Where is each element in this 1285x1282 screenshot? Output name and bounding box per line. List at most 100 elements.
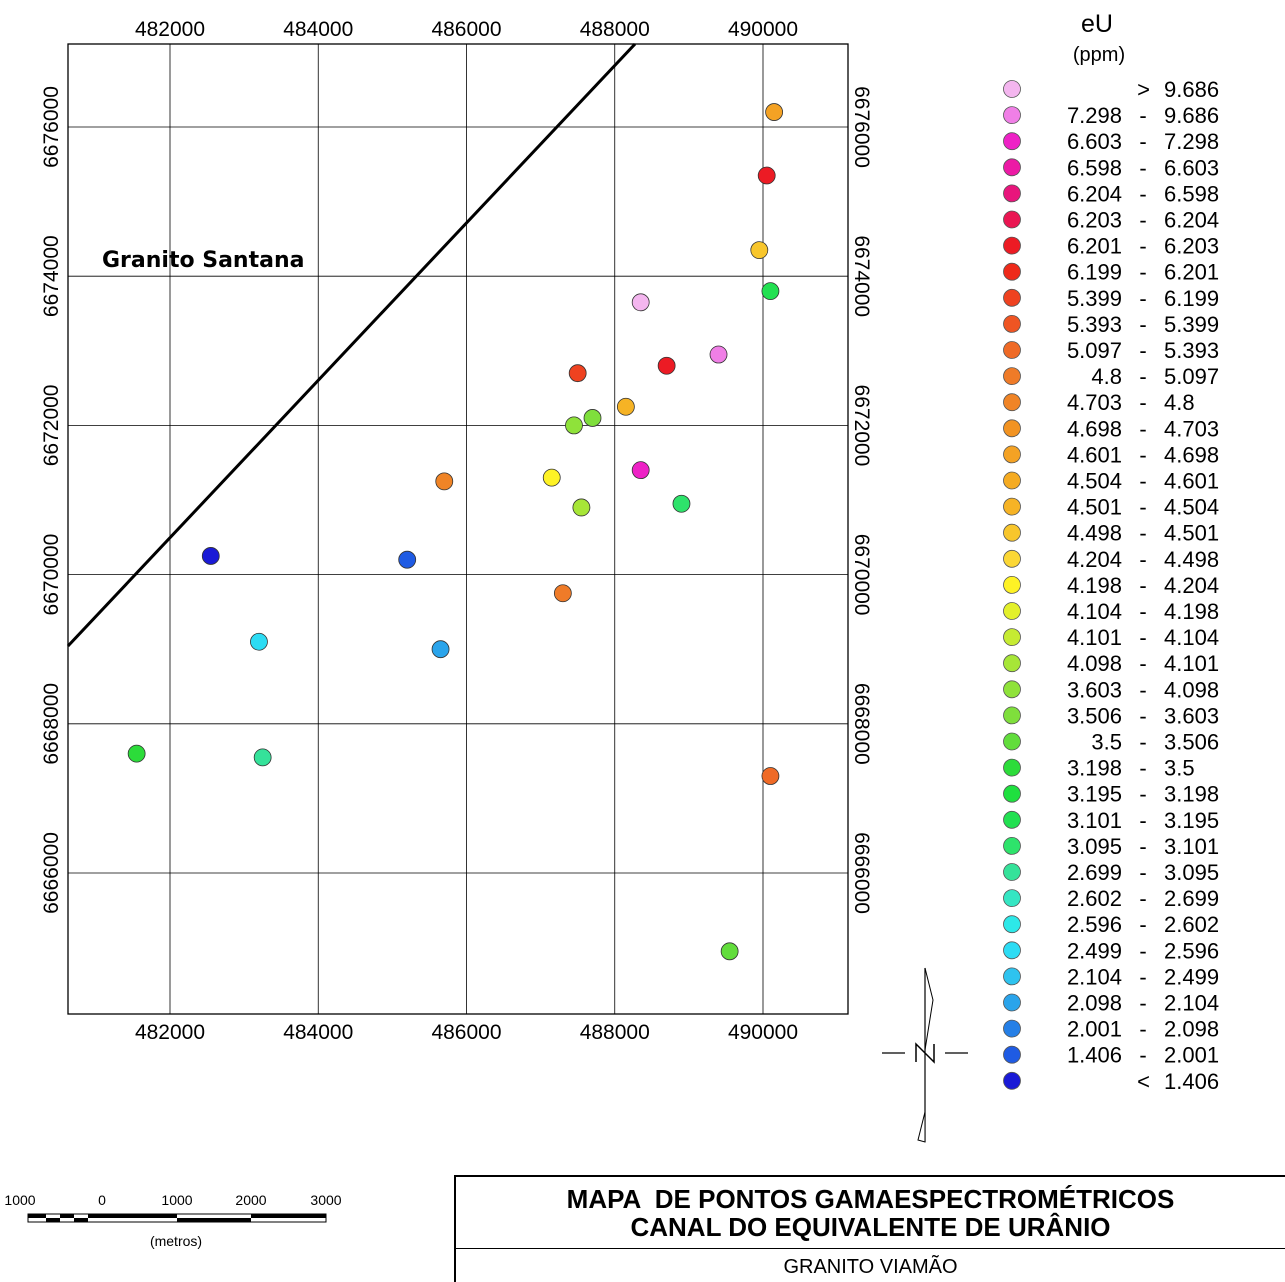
legend-swatch [1003,236,1021,255]
y-tick-label-right: 6672000 [850,385,873,467]
legend-class-high: 4.098 [1164,677,1219,702]
legend-swatch [1003,1071,1021,1090]
legend-class-low: 4.204 [1067,547,1122,572]
legend-swatch [1003,288,1021,307]
sample-point [435,472,454,491]
legend-swatch [1003,549,1021,568]
legend-class-high: 3.095 [1164,860,1219,885]
legend-swatch [1003,132,1021,151]
legend-class-symbol: > [1137,77,1150,102]
legend-swatch [1003,706,1021,725]
legend-swatch [1003,941,1021,960]
legend-swatch [1003,262,1021,281]
legend-class-high: 6.204 [1164,208,1219,233]
legend-class-high: 2.098 [1164,1017,1219,1042]
legend-class-high: 4.8 [1164,390,1195,415]
legend-class-high: 5.399 [1164,312,1219,337]
legend-class-dash: - [1139,390,1146,415]
legend-class-high: 6.201 [1164,260,1219,285]
title-block: MAPA DE PONTOS GAMAESPECTROMÉTRICOS CANA… [454,1175,1285,1282]
legend-unit: (ppm) [1073,44,1125,66]
legend-class-dash: - [1139,808,1146,833]
legend-class-low: 4.698 [1067,416,1122,441]
sample-point [631,293,650,312]
legend-swatch [1003,210,1021,229]
legend-class-low: 4.498 [1067,521,1122,546]
legend-swatch [1003,628,1021,646]
legend-swatch [1003,1019,1021,1038]
legend-swatch [1003,993,1021,1012]
legend-class-high: 1.406 [1164,1069,1219,1094]
y-tick-label-left: 6670000 [40,534,63,616]
x-tick-label-bottom: 486000 [431,1021,501,1044]
legend-class-low: 2.699 [1067,860,1122,885]
scale-label: 1000 [161,1192,192,1208]
legend-class-dash: - [1139,677,1146,702]
legend-class-high: 4.498 [1164,547,1219,572]
legend-class-low: 4.601 [1067,442,1122,467]
scale-label: 3000 [310,1192,341,1208]
legend-class-low: 3.195 [1067,782,1122,807]
legend-class-high: 5.097 [1164,364,1219,389]
legend-class-dash: - [1139,912,1146,937]
y-tick-label-left: 6674000 [40,235,63,317]
y-tick-label-right: 6666000 [850,832,873,914]
legend-class-high: 6.603 [1164,155,1219,180]
legend-class-dash: - [1139,495,1146,520]
sample-point [750,241,769,259]
sample-point [568,364,587,383]
sample-point [761,767,780,785]
legend-class-dash: - [1139,181,1146,206]
legend-class-low: 7.298 [1067,103,1122,128]
legend-class-dash: - [1139,547,1146,572]
legend-swatch [1003,184,1021,203]
legend-class-high: 5.393 [1164,338,1219,363]
legend-swatch [1003,837,1021,855]
legend-swatch [1003,602,1021,620]
x-tick-label-top: 488000 [580,18,650,41]
legend-class-dash: - [1139,703,1146,728]
scale-bar: 1000 0 1000 2000 3000 (metros) [4,1192,341,1249]
legend-class-dash: - [1139,991,1146,1016]
x-tick-label-bottom: 490000 [728,1021,798,1044]
legend-class-dash: - [1139,208,1146,233]
y-tick-label-left: 6672000 [40,385,63,467]
sample-point [672,494,691,513]
x-tick-label-top: 484000 [283,18,353,41]
legend-class-high: 3.603 [1164,703,1219,728]
legend-class-low: 6.204 [1067,181,1122,206]
legend-class-low: 2.602 [1067,886,1122,911]
legend-swatch [1003,367,1021,386]
sample-point [250,632,268,651]
legend-swatch [1003,576,1021,594]
legend-class-dash: - [1139,103,1146,128]
legend-class-low: 4.703 [1067,390,1122,415]
legend-swatch [1003,523,1021,542]
y-tick-label-right: 6674000 [850,235,873,317]
legend-class-low: 2.104 [1067,964,1122,989]
legend-class-low: 3.095 [1067,834,1122,859]
legend-swatch [1003,106,1021,124]
legend: eU (ppm) >9.6867.298-9.6866.603-7.2986.5… [1003,10,1219,1094]
scale-label: 2000 [235,1192,266,1208]
legend-class-dash: - [1139,155,1146,180]
sample-point [253,748,272,767]
legend-class-low: 2.596 [1067,912,1122,937]
axis-tick-labels: 482000 482000 484000 484000 486000 486000 4880… [40,18,873,1044]
legend-class-dash: - [1139,442,1146,467]
sample-point [565,416,583,435]
y-tick-label-left: 6676000 [40,86,63,168]
legend-class-low: 3.198 [1067,756,1122,781]
title-divider [456,1248,1285,1249]
legend-class-high: 9.686 [1164,103,1219,128]
x-tick-label-top: 490000 [728,18,798,41]
legend-class-dash: - [1139,756,1146,781]
legend-title: eU [1081,10,1113,38]
x-tick-label-bottom: 484000 [283,1021,353,1044]
legend-class-dash: - [1139,964,1146,989]
legend-class-low: 6.598 [1067,155,1122,180]
legend-class-high: 2.602 [1164,912,1219,937]
sample-point [542,468,561,487]
legend-swatch [1003,471,1021,490]
